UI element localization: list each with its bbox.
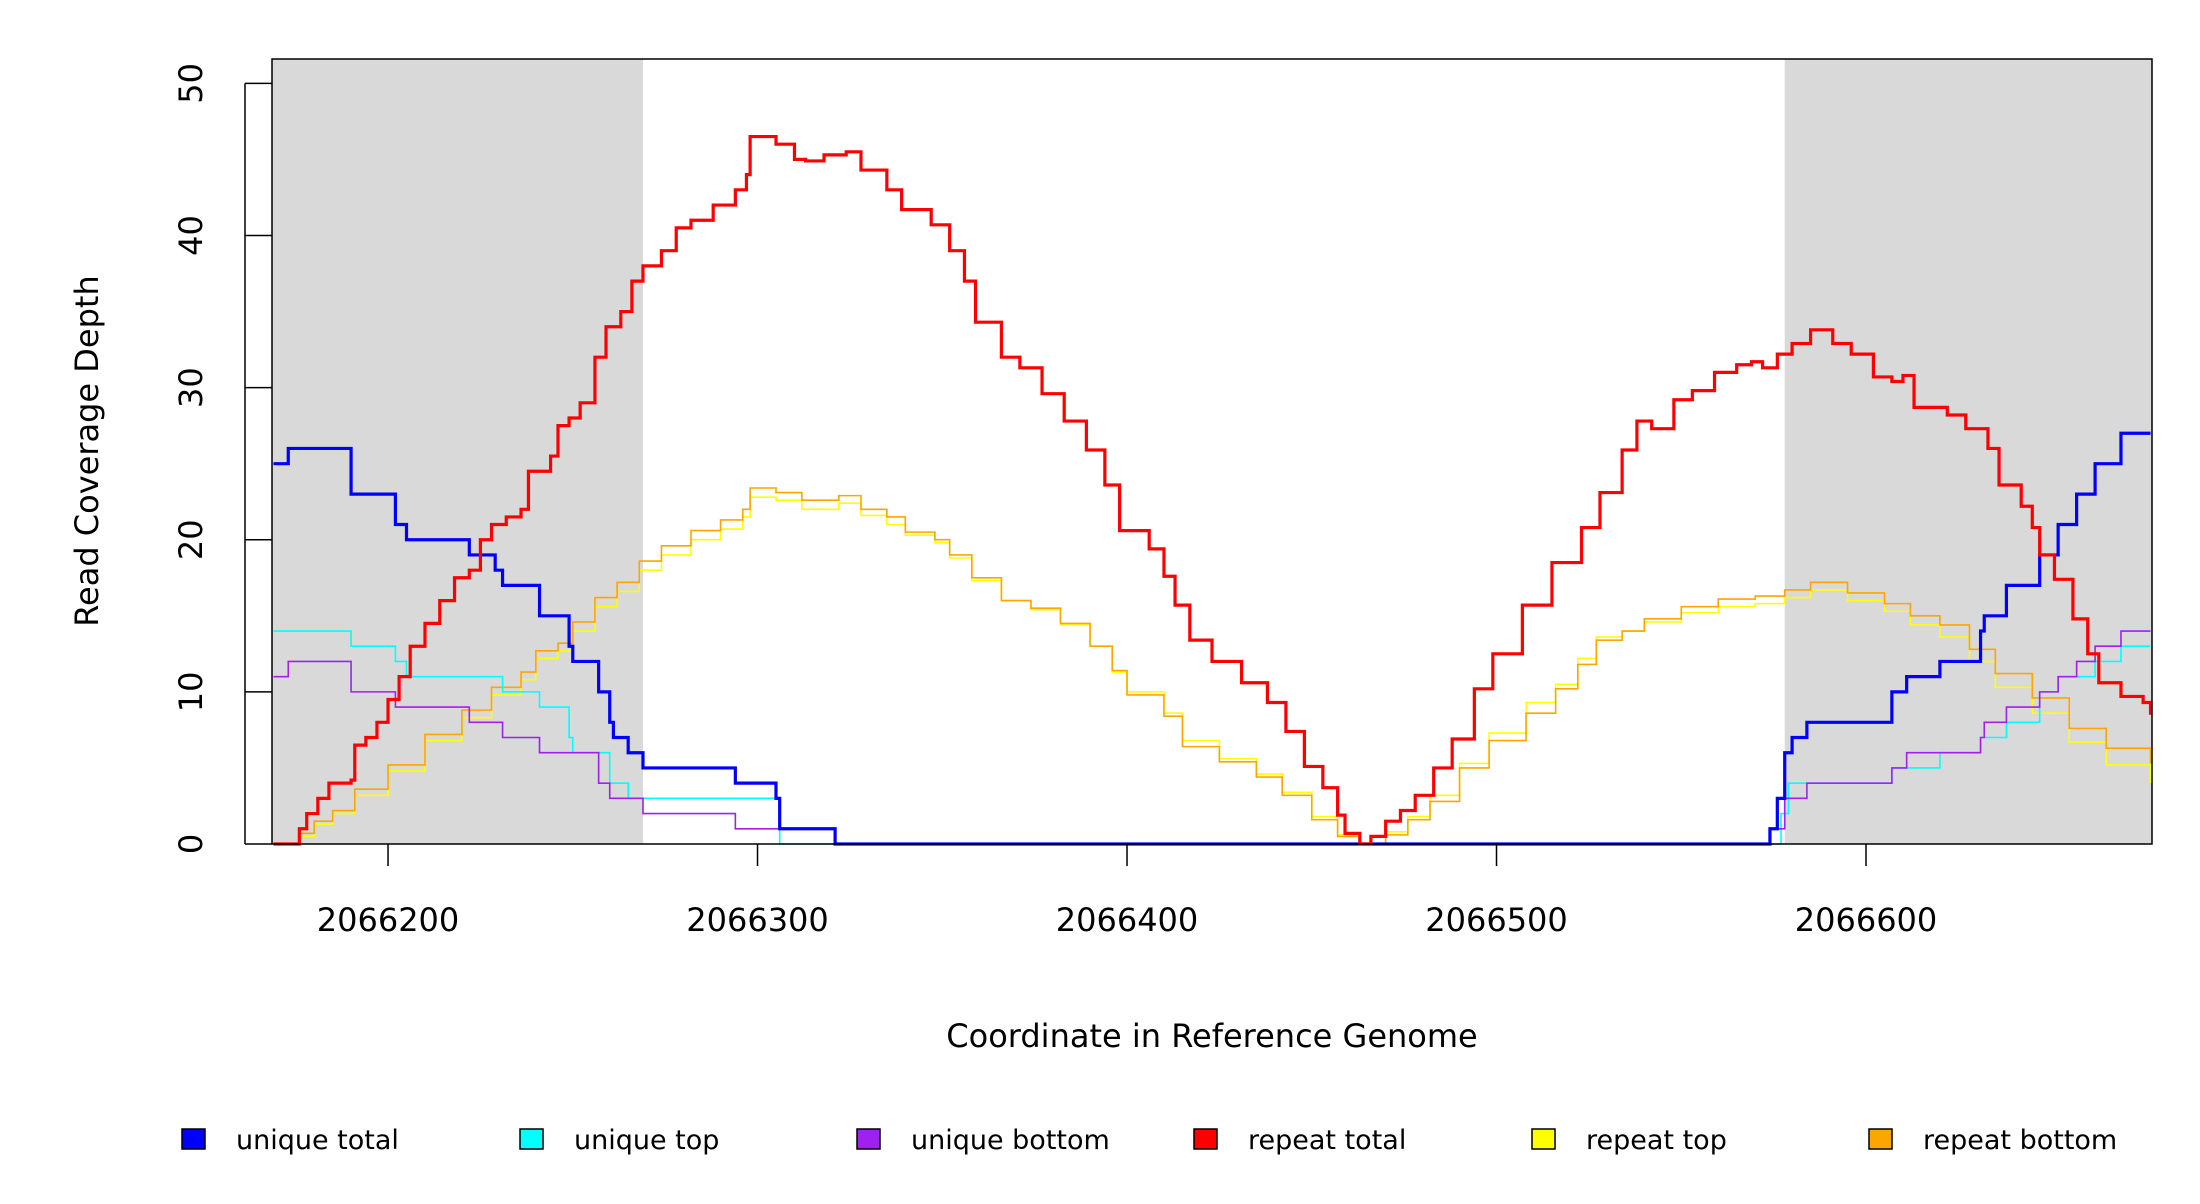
- y-axis-title: Read Coverage Depth: [68, 275, 106, 627]
- x-axis-title: Coordinate in Reference Genome: [946, 1017, 1477, 1055]
- legend-label: unique total: [236, 1125, 399, 1156]
- y-tick-label: 0: [172, 834, 210, 854]
- legend-item: unique top: [519, 1125, 719, 1156]
- shaded-regions: [272, 59, 2152, 844]
- legend-swatch: [1531, 1128, 1556, 1150]
- shaded-region: [272, 59, 643, 844]
- plot-frame: [271, 58, 2153, 845]
- legend-item: unique bottom: [856, 1125, 1110, 1156]
- legend-swatch: [181, 1128, 206, 1150]
- legend-label: repeat total: [1248, 1125, 1406, 1156]
- y-tick-label: 20: [172, 519, 210, 560]
- x-tick-label: 2066400: [1056, 901, 1199, 939]
- y-axis: 0 10 20 30 40 50: [172, 63, 272, 854]
- x-axis: 2066200 2066300 2066400 2066500 2066600: [317, 844, 1938, 939]
- legend-label: unique bottom: [911, 1125, 1110, 1156]
- shaded-region: [1784, 59, 2152, 844]
- legend-label: repeat top: [1586, 1125, 1727, 1156]
- x-tick-label: 2066300: [686, 901, 829, 939]
- legend-label: unique top: [574, 1125, 719, 1156]
- legend-item: repeat top: [1531, 1125, 1727, 1156]
- y-tick-label: 30: [172, 367, 210, 408]
- legend-item: repeat bottom: [1868, 1125, 2117, 1156]
- legend-item: repeat total: [1193, 1125, 1406, 1156]
- y-tick-label: 50: [172, 63, 210, 104]
- legend-item: unique total: [181, 1125, 399, 1156]
- legend: unique total unique top unique bottom repea…: [181, 1125, 2117, 1156]
- series-line-unique-total: [273, 431, 2151, 846]
- series-line-repeat-total: [273, 134, 2153, 846]
- y-tick-label: 40: [172, 215, 210, 256]
- legend-swatch: [519, 1128, 544, 1150]
- legend-label: repeat bottom: [1923, 1125, 2117, 1156]
- series-line-repeat-bottom: [273, 487, 2152, 845]
- legend-swatch: [856, 1128, 881, 1150]
- y-tick-label: 10: [172, 672, 210, 713]
- x-tick-label: 2066600: [1795, 901, 1938, 939]
- x-tick-label: 2066200: [317, 901, 460, 939]
- x-tick-label: 2066500: [1425, 901, 1568, 939]
- legend-swatch: [1193, 1128, 1218, 1150]
- legend-swatch: [1868, 1128, 1893, 1150]
